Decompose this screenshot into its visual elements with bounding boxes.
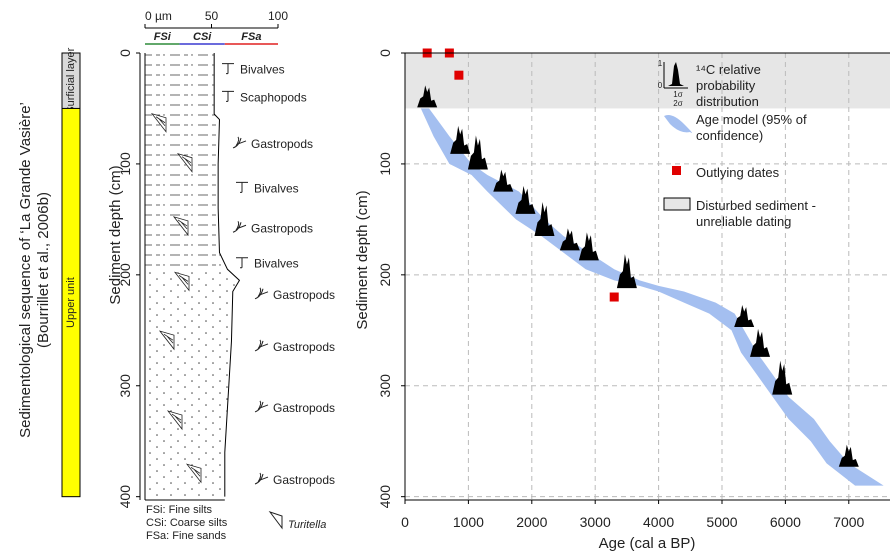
legend-icon-label: 1: [658, 59, 663, 68]
probability-peak: [467, 135, 488, 170]
fossil-symbol: [254, 339, 269, 352]
legend-icon: [672, 166, 681, 175]
fossil-label: Gastropods: [273, 288, 335, 302]
probability-peak: [838, 444, 859, 467]
fossil-label: Gastropods: [273, 401, 335, 415]
y-tick-label: 400: [377, 485, 393, 509]
turitella: [166, 410, 183, 431]
fossil-label: Gastropods: [251, 221, 313, 235]
y-tick-label: 200: [377, 263, 393, 287]
probability-peak: [616, 254, 637, 289]
legend-icon-label: 1σ: [673, 90, 682, 99]
turitella: [158, 330, 175, 351]
y-tick-label: 100: [377, 152, 393, 176]
x-tick-label: 6000: [770, 514, 801, 530]
axis-title: Age (cal a BP): [599, 535, 696, 552]
fossil-symbol: [222, 90, 234, 102]
unit-label: Surficial layer: [65, 47, 77, 113]
grain-class-label: CSi: [193, 31, 212, 43]
fossil-symbol: [254, 400, 269, 413]
x-tick-label: 3000: [580, 514, 611, 530]
turitella-legend-icon: [268, 511, 283, 530]
fossil-label: Bivalves: [254, 257, 299, 271]
legend-icon-label: 0: [658, 81, 663, 90]
probability-peak: [450, 125, 471, 154]
fossil-symbol: [236, 181, 248, 193]
probability-peak: [559, 228, 580, 251]
legend-icon: [663, 197, 691, 211]
fossil-symbol: [222, 63, 234, 75]
grain-size-curve: [213, 53, 241, 497]
fossil-label: Bivalves: [240, 63, 285, 77]
lithology-legend: FSa: Fine sands: [146, 530, 227, 542]
y-tick-label: 0: [117, 49, 133, 57]
x-tick-label: 1000: [453, 514, 484, 530]
turitella: [172, 216, 189, 237]
fossil-label: Bivalves: [254, 181, 299, 195]
fossil-label: Gastropods: [273, 340, 335, 354]
fossil-label: Gastropods: [251, 137, 313, 151]
fossil-symbol: [232, 220, 247, 233]
x-tick-label: 0 µm: [145, 9, 172, 23]
y-tick-label: 100: [117, 152, 133, 176]
lithology-legend: FSi: Fine silts: [146, 504, 213, 516]
lithology-legend: Turitella: [288, 519, 326, 531]
x-tick-label: 5000: [706, 514, 737, 530]
axis-title: Sediment depth (cm): [354, 190, 371, 329]
fossil-label: Scaphopods: [240, 90, 307, 104]
y-tick-label: 0: [377, 49, 393, 57]
outlying-date: [454, 70, 464, 80]
legend-entry: Disturbed sediment - unreliable dating: [696, 198, 816, 229]
turitella: [150, 113, 167, 133]
fossil-symbol: [254, 287, 269, 300]
legend-entry: Age model (95% of confidence): [696, 112, 807, 143]
outlying-date: [609, 292, 619, 302]
x-tick-label: 7000: [833, 514, 864, 530]
fossil-symbol: [232, 136, 247, 149]
probability-peak: [417, 85, 438, 108]
y-tick-label: 400: [117, 485, 133, 509]
y-tick-label: 200: [117, 263, 133, 287]
legend-icon: [664, 115, 692, 133]
probability-peak: [750, 328, 771, 357]
lithology-legend: CSi: Coarse silts: [146, 517, 228, 529]
turitella: [173, 271, 190, 292]
probability-peak: [772, 360, 793, 395]
legend-entry: ¹⁴C relative probability distribution: [696, 62, 761, 109]
x-tick-label: 4000: [643, 514, 674, 530]
unit-label: Upper unit: [65, 277, 77, 328]
x-tick-label: 100: [268, 9, 288, 23]
legend-icon-label: 2σ: [673, 99, 682, 108]
probability-peak: [515, 185, 536, 214]
fossil-symbol: [254, 472, 269, 485]
sequence-title: (Bourrillet et al., 2006b): [35, 192, 52, 348]
sequence-title: Sedimentological sequence of ‘La Grande …: [17, 102, 34, 438]
axis-title: Sediment depth (cm): [107, 165, 124, 304]
y-tick-label: 300: [117, 374, 133, 398]
unit-box: [61, 107, 81, 498]
y-tick-label: 300: [377, 374, 393, 398]
fossil-symbol: [236, 257, 248, 269]
turitella: [176, 152, 193, 173]
turitella: [185, 463, 202, 484]
facies-sand: [145, 269, 240, 497]
disturbed-zone: [405, 53, 890, 109]
probability-peak: [534, 202, 555, 237]
legend-entry: Outlying dates: [696, 165, 780, 180]
fossil-label: Gastropods: [273, 473, 335, 487]
legend-icon: [668, 62, 684, 86]
x-tick-label: 0: [401, 514, 409, 530]
x-tick-label: 50: [205, 9, 219, 23]
x-tick-label: 2000: [516, 514, 547, 530]
probability-peak: [493, 169, 514, 192]
grain-class-label: FSi: [154, 31, 172, 43]
probability-peak: [578, 232, 599, 261]
probability-peak: [734, 304, 755, 327]
grain-class-label: FSa: [241, 31, 261, 43]
